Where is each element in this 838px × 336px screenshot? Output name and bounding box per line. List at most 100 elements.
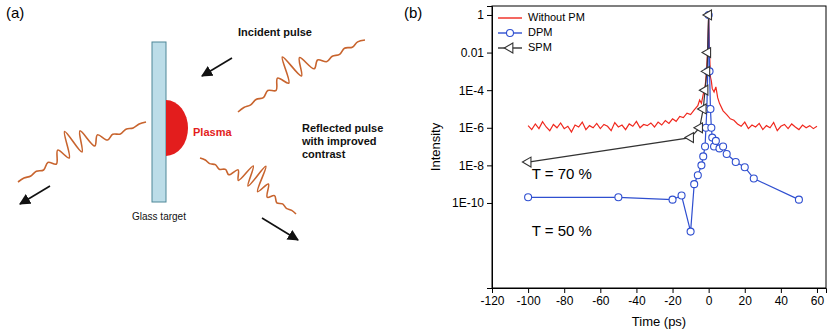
x-tick-mark bbox=[745, 288, 746, 293]
plasma bbox=[166, 100, 188, 156]
x-tick: -120 bbox=[480, 288, 504, 308]
x-tick: 0 bbox=[706, 288, 713, 308]
legend: Without PM DPM SPM bbox=[498, 11, 585, 53]
y-tick-label: 1 bbox=[477, 8, 484, 22]
x-tick-mark bbox=[636, 288, 637, 293]
y-tick: 1 bbox=[477, 8, 492, 22]
x-tick-label: 0 bbox=[706, 294, 713, 308]
transmitted-pulse bbox=[18, 122, 146, 182]
series-marker bbox=[685, 133, 694, 143]
series-marker bbox=[699, 85, 708, 95]
series-marker bbox=[702, 143, 709, 150]
x-tick: -40 bbox=[628, 288, 646, 308]
series-marker bbox=[741, 164, 748, 171]
series-marker bbox=[687, 228, 694, 235]
series-marker bbox=[720, 143, 727, 150]
series-marker bbox=[750, 175, 757, 182]
x-tick-label: -80 bbox=[556, 294, 574, 308]
x-tick-mark bbox=[600, 288, 601, 293]
incident-arrow bbox=[202, 58, 232, 76]
panel-label: (a) bbox=[6, 4, 24, 21]
x-tick-mark bbox=[817, 288, 818, 293]
series-1 bbox=[525, 11, 803, 235]
transmitted-arrow bbox=[20, 186, 50, 204]
x-tick-mark bbox=[564, 288, 565, 293]
y-axis-line bbox=[487, 7, 493, 289]
legend-marker bbox=[504, 43, 513, 53]
x-tick-label: -60 bbox=[592, 294, 610, 308]
series-marker bbox=[703, 10, 712, 20]
y-tick-label: 1E-6 bbox=[459, 121, 485, 135]
series-marker bbox=[678, 192, 685, 199]
plot-area bbox=[522, 10, 817, 235]
legend-entry: SPM bbox=[498, 41, 552, 53]
series-marker bbox=[698, 162, 705, 169]
y-axis-title: Intensity bbox=[428, 122, 443, 171]
y-tick: 1E-4 bbox=[459, 84, 492, 98]
panel-label: (b) bbox=[404, 4, 422, 21]
x-tick: -100 bbox=[517, 288, 541, 308]
y-tick: 1E-10 bbox=[452, 196, 492, 210]
y-tick-label: 1E-10 bbox=[452, 196, 484, 210]
series-marker bbox=[701, 66, 710, 76]
series-marker bbox=[708, 124, 715, 131]
target-label: Glass target bbox=[132, 211, 186, 222]
x-tick: -20 bbox=[664, 288, 682, 308]
y-tick-mark bbox=[487, 53, 492, 54]
panel-a: (a)Incident pulsePlasmaGlass targetRefle… bbox=[6, 4, 383, 240]
legend-entry: DPM bbox=[498, 26, 552, 38]
legend-marker bbox=[507, 30, 514, 37]
y-axis: 1 0.01 1E-4 1E-6 1E-8 1E-10 bbox=[452, 7, 493, 289]
incident-label: Incident pulse bbox=[238, 26, 312, 38]
legend-swatch bbox=[498, 17, 522, 18]
x-tick-label: -120 bbox=[480, 294, 504, 308]
x-tick-label: 20 bbox=[739, 294, 753, 308]
y-tick-mark bbox=[487, 15, 492, 16]
x-tick-mark bbox=[781, 288, 782, 293]
y-tick-label: 1E-8 bbox=[459, 159, 485, 173]
incident-pulse bbox=[238, 40, 365, 112]
x-tick-mark bbox=[673, 288, 674, 293]
glass-target bbox=[152, 42, 166, 202]
y-tick-mark bbox=[487, 165, 492, 166]
legend-label: DPM bbox=[528, 26, 552, 38]
x-axis-line bbox=[493, 289, 827, 294]
x-axis: -120-100-80-60-40-200204060 bbox=[480, 288, 826, 308]
legend-label: SPM bbox=[528, 41, 552, 53]
series-marker bbox=[522, 157, 531, 167]
y-tick-mark bbox=[487, 90, 492, 91]
series-marker bbox=[615, 194, 622, 201]
annotation: T = 50 % bbox=[532, 222, 592, 239]
series-marker bbox=[700, 153, 707, 160]
y-tick-mark bbox=[487, 128, 492, 129]
figure: (a)Incident pulsePlasmaGlass targetRefle… bbox=[0, 0, 838, 336]
x-tick-label: -40 bbox=[628, 294, 646, 308]
x-tick: 60 bbox=[811, 288, 825, 308]
series-marker bbox=[694, 172, 701, 179]
reflected-arrow bbox=[262, 218, 298, 240]
series-marker bbox=[702, 48, 711, 58]
annotation: T = 70 % bbox=[532, 165, 592, 182]
y-tick-label: 0.01 bbox=[461, 46, 485, 60]
legend-label: Without PM bbox=[528, 11, 585, 23]
y-tick: 1E-6 bbox=[459, 121, 492, 135]
plot-frame bbox=[492, 6, 826, 288]
series-marker bbox=[691, 181, 698, 188]
x-tick-mark bbox=[528, 288, 529, 293]
series-line bbox=[528, 15, 817, 132]
y-tick-mark bbox=[487, 203, 492, 204]
series-2 bbox=[522, 10, 711, 167]
reflected-pulse bbox=[200, 158, 296, 214]
series-marker bbox=[707, 105, 714, 112]
y-tick: 1E-8 bbox=[459, 159, 492, 173]
series-marker bbox=[694, 123, 703, 133]
x-tick: -60 bbox=[592, 288, 610, 308]
x-tick: 20 bbox=[739, 288, 753, 308]
y-tick-label: 1E-4 bbox=[459, 84, 485, 98]
series-marker bbox=[669, 196, 676, 203]
x-tick-label: -100 bbox=[517, 294, 541, 308]
x-tick: -80 bbox=[556, 288, 574, 308]
series-marker bbox=[698, 104, 707, 114]
series-marker bbox=[723, 151, 730, 158]
reflected-label: Reflected pulsewith improvedcontrast bbox=[301, 122, 383, 160]
